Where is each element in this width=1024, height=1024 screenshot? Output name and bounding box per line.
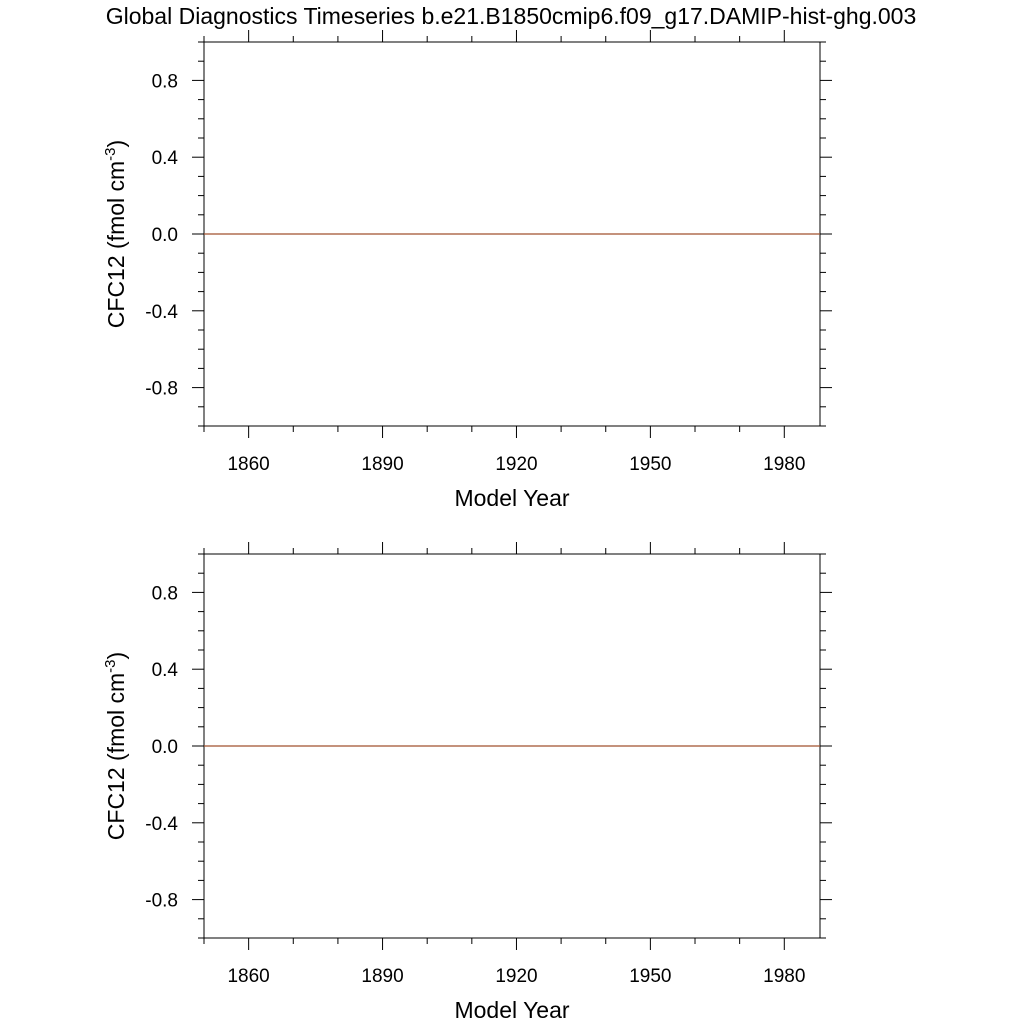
y-tick-label: 0.8 — [152, 583, 178, 604]
y-tick-label: -0.4 — [145, 302, 178, 323]
y-tick-label: 0.8 — [152, 71, 178, 92]
x-tick-label: 1950 — [629, 454, 671, 475]
y-tick-label: 0.4 — [152, 660, 179, 681]
figure-title: Global Diagnostics Timeseries b.e21.B185… — [106, 3, 917, 29]
y-tick-label: 0.4 — [152, 148, 179, 169]
x-tick-label: 1860 — [227, 454, 269, 475]
y-axis-label: CFC12 (fmol cm-3) — [102, 140, 129, 328]
x-tick-label: 1860 — [227, 966, 269, 987]
panels: 1860 1890 1920 1950 1980 -0.8 -0.4 0.0 0.4 0.8 Mod… — [102, 30, 832, 1023]
x-tick-label: 1920 — [495, 966, 537, 987]
x-tick-label: 1890 — [361, 454, 403, 475]
y-tick-label: -0.8 — [145, 379, 178, 400]
y-tick-label: 0.0 — [152, 737, 178, 758]
x-tick-label: 1920 — [495, 454, 537, 475]
x-tick-label: 1980 — [763, 454, 805, 475]
x-tick-label: 1950 — [629, 966, 671, 987]
y-tick-label: -0.4 — [145, 814, 178, 835]
chart-panel-2: 1860 1890 1920 1950 1980 -0.8 -0.4 0.0 0.4 0.8 Mod… — [102, 542, 832, 1023]
x-axis-label: Model Year — [454, 485, 569, 511]
y-tick-label: -0.8 — [145, 891, 178, 912]
x-tick-label: 1890 — [361, 966, 403, 987]
y-tick-label: 0.0 — [152, 225, 178, 246]
x-tick-label: 1980 — [763, 966, 805, 987]
x-axis-label: Model Year — [454, 997, 569, 1023]
chart-panel-1: 1860 1890 1920 1950 1980 -0.8 -0.4 0.0 0.4 0.8 Mod… — [102, 30, 832, 511]
y-axis-label: CFC12 (fmol cm-3) — [102, 652, 129, 840]
